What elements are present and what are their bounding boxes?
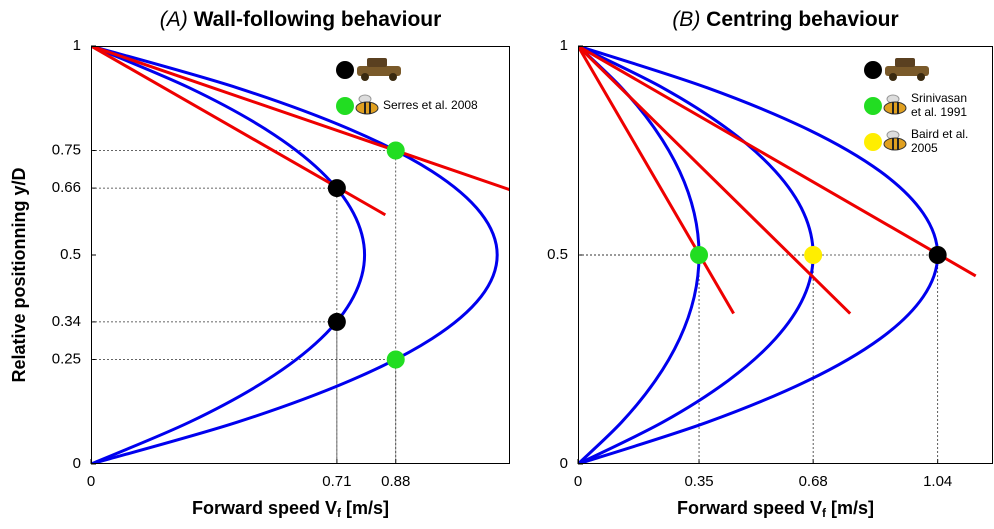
y-tick-label: 1	[73, 37, 81, 54]
text-part: et al. 1991	[911, 105, 967, 119]
text-part: Serres et al. 2008	[383, 98, 478, 112]
y-tick-label: 1	[560, 37, 568, 54]
data-point	[327, 179, 346, 198]
bee-icon	[883, 130, 907, 151]
robot-wheel	[389, 73, 397, 81]
robot-wheel	[889, 73, 897, 81]
legend-swatch	[864, 133, 882, 151]
legend-swatch	[336, 61, 354, 79]
y-tick-label: 0.25	[52, 350, 81, 367]
text-part: f	[337, 506, 342, 520]
bee-body	[883, 137, 907, 151]
legend-label: Srinivasan et al. 1991	[911, 91, 967, 119]
x-axis-label: Forward speed Vf [m/s]	[192, 498, 389, 520]
curve	[578, 46, 977, 278]
y-tick-label: 0.75	[52, 141, 81, 158]
bee-body	[883, 101, 907, 115]
bee-body	[355, 101, 379, 115]
text-part: Forward speed V	[192, 498, 337, 518]
robot-icon	[357, 58, 401, 81]
curve	[578, 46, 852, 315]
text-part: Wall-following behaviour	[194, 8, 442, 31]
data-point	[386, 350, 405, 369]
text-part: Baird et al.	[911, 127, 968, 141]
robot-body	[357, 66, 401, 76]
text-part: [m/s]	[341, 498, 389, 518]
robot-top	[895, 58, 915, 67]
y-tick-label: 0.5	[547, 246, 568, 263]
curve	[91, 46, 499, 464]
text-part: f	[822, 506, 827, 520]
text-part: Centring behaviour	[706, 8, 899, 31]
panel-title: (A) Wall-following behaviour	[160, 8, 442, 31]
y-tick-label: 0.5	[60, 246, 81, 263]
y-tick-label: 0.34	[52, 313, 81, 330]
text-part: Srinivasan	[911, 91, 967, 105]
y-tick-label: 0	[73, 455, 81, 472]
text-part: [m/s]	[826, 498, 874, 518]
x-tick-label: 0	[87, 473, 95, 490]
x-tick-label: 0.71	[322, 473, 351, 490]
x-tick-label: 0.88	[381, 473, 410, 490]
robot-wheel	[917, 73, 925, 81]
robot-top	[367, 58, 387, 67]
text-part: (A)	[160, 8, 188, 31]
x-tick-label: 0.35	[684, 473, 713, 490]
y-tick-label: 0	[560, 455, 568, 472]
bee-icon	[883, 94, 907, 115]
plot-frame	[91, 46, 510, 464]
curve	[91, 46, 367, 464]
legend-swatch	[336, 97, 354, 115]
text-part: (B)	[672, 8, 700, 31]
text-part: 2005	[911, 141, 938, 155]
curve	[578, 46, 735, 315]
legend-swatch	[864, 61, 882, 79]
text-part: Forward speed V	[677, 498, 822, 518]
y-tick-label: 0.66	[52, 179, 81, 196]
curve	[91, 46, 510, 192]
robot-wheel	[361, 73, 369, 81]
legend-label: Baird et al. 2005	[911, 127, 968, 155]
data-point	[690, 246, 709, 264]
data-point	[928, 246, 947, 264]
robot-body	[885, 66, 929, 76]
panel-title: (B) Centring behaviour	[672, 8, 898, 31]
robot-icon	[885, 58, 929, 81]
data-point	[386, 141, 405, 160]
bee-icon	[355, 94, 379, 115]
x-tick-label: 0.68	[799, 473, 828, 490]
x-tick-label: 1.04	[923, 473, 952, 490]
data-point	[327, 312, 346, 331]
y-axis-label: Relative positionning y/D	[9, 167, 29, 382]
legend-swatch	[864, 97, 882, 115]
x-tick-label: 0	[574, 473, 582, 490]
legend-label: Serres et al. 2008	[383, 98, 478, 112]
data-point	[804, 246, 823, 264]
x-axis-label: Forward speed Vf [m/s]	[677, 498, 874, 520]
plot-frame	[578, 46, 993, 464]
